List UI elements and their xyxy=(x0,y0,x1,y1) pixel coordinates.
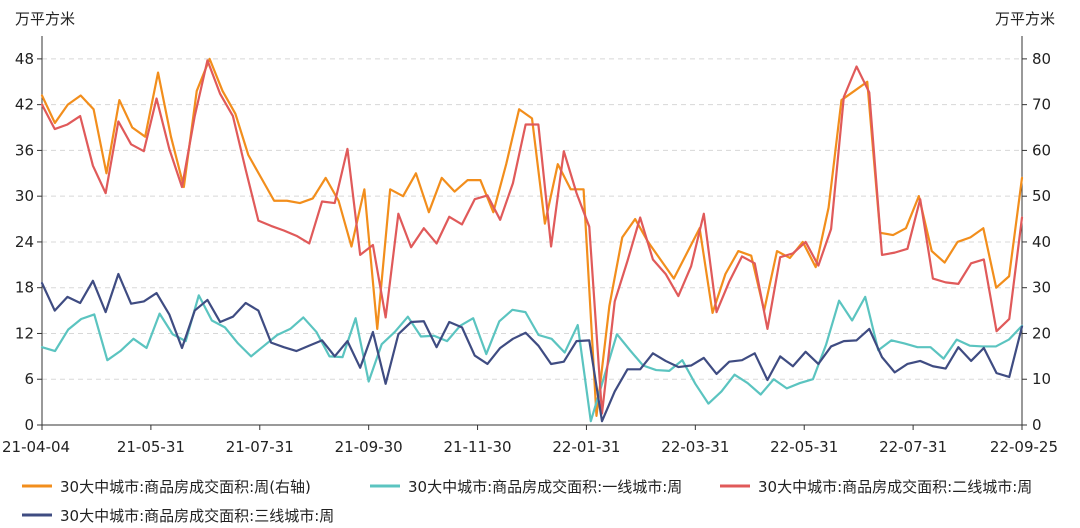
series-line-3 xyxy=(40,59,1024,415)
series-line-2 xyxy=(40,294,1024,423)
left-tick-label: 36 xyxy=(15,141,34,159)
right-tick-label: 60 xyxy=(1032,141,1051,159)
x-tick-label: 22-03-31 xyxy=(661,438,729,456)
left-tick-label: 48 xyxy=(15,50,34,68)
right-tick-label: 40 xyxy=(1032,233,1051,251)
series-line-4 xyxy=(40,272,1024,423)
right-tick-label: 30 xyxy=(1032,279,1051,297)
x-tick-label: 22-07-31 xyxy=(879,438,947,456)
x-tick-label: 21-11-30 xyxy=(444,438,512,456)
legend-label: 30大中城市:商品房成交面积:一线城市:周 xyxy=(408,478,682,496)
x-tick-label: 21-09-30 xyxy=(335,438,403,456)
legend-label: 30大中城市:商品房成交面积:二线城市:周 xyxy=(758,478,1032,496)
x-tick-label: 21-04-04 xyxy=(2,438,70,456)
right-tick-label: 80 xyxy=(1032,50,1051,68)
right-tick-label: 10 xyxy=(1032,370,1051,388)
right-axis-unit: 万平方米 xyxy=(995,10,1055,28)
left-tick-label: 30 xyxy=(15,187,34,205)
left-axis-ticks: 0 6 12 18 24 30 36 42 48 xyxy=(15,50,42,434)
left-tick-label: 0 xyxy=(24,416,34,434)
x-tick-label: 22-09-25 xyxy=(990,438,1058,456)
left-tick-label: 24 xyxy=(15,233,34,251)
right-tick-label: 70 xyxy=(1032,96,1051,114)
series-lines xyxy=(40,57,1024,423)
legend-label: 30大中城市:商品房成交面积:周(右轴) xyxy=(60,478,311,496)
legend-label: 30大中城市:商品房成交面积:三线城市:周 xyxy=(60,507,334,525)
right-tick-label: 50 xyxy=(1032,187,1051,205)
series-line-1 xyxy=(40,57,1024,417)
x-tick-label: 21-05-31 xyxy=(117,438,185,456)
left-tick-label: 42 xyxy=(15,96,34,114)
left-axis-unit: 万平方米 xyxy=(15,10,75,28)
x-tick-label: 22-05-31 xyxy=(770,438,838,456)
x-axis-ticks: 21-04-04 21-05-31 21-07-31 21-09-30 21-11-30… xyxy=(2,425,1058,456)
left-tick-label: 18 xyxy=(15,279,34,297)
legend: 30大中城市:商品房成交面积:周(右轴) 30大中城市:商品房成交面积:一线城市:… xyxy=(22,478,1032,525)
x-tick-label: 21-07-31 xyxy=(226,438,294,456)
x-tick-label: 22-01-31 xyxy=(552,438,620,456)
axes xyxy=(41,36,1023,426)
right-axis-ticks: 0 10 20 30 40 50 60 70 80 xyxy=(1022,50,1051,434)
right-tick-label: 20 xyxy=(1032,324,1051,342)
left-tick-label: 6 xyxy=(24,370,34,388)
grid-lines xyxy=(42,58,1022,380)
left-tick-label: 12 xyxy=(15,324,34,342)
right-tick-label: 0 xyxy=(1032,416,1042,434)
